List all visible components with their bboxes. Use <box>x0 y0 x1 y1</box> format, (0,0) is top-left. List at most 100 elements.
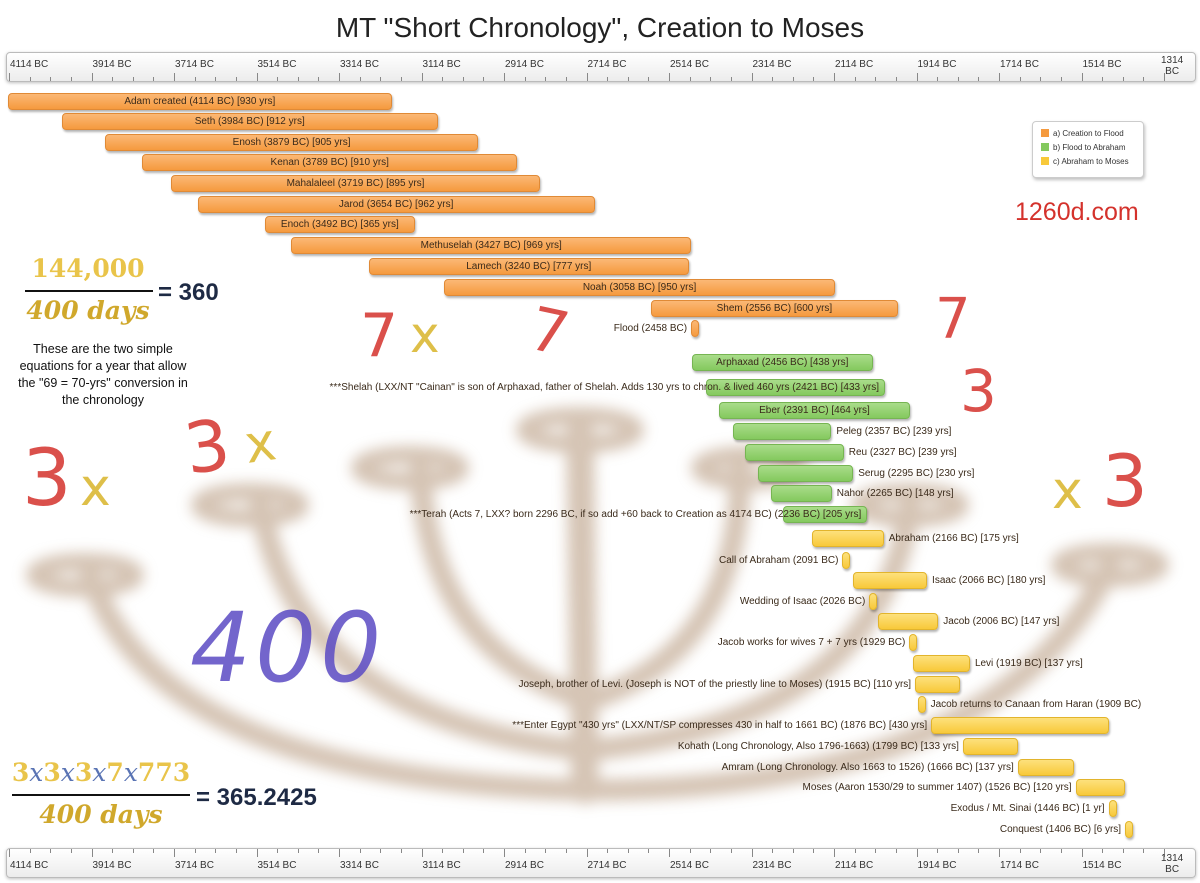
axis-tick <box>483 77 485 81</box>
axis-tick <box>29 77 31 81</box>
axis-tick <box>9 849 10 857</box>
legend-label: a) Creation to Flood <box>1053 129 1124 138</box>
gantt-bar-label: Enoch (3492 BC) [365 yrs] <box>280 219 399 230</box>
gantt-bar <box>811 530 884 547</box>
handwritten-x: x <box>1052 461 1083 521</box>
axis-tick <box>339 849 340 857</box>
axis-tick <box>978 849 980 853</box>
axis-tick <box>730 77 732 81</box>
numerator-digit: 7 <box>106 758 124 787</box>
axis-tick <box>772 849 774 853</box>
gantt-bar <box>170 175 541 192</box>
axis-tick <box>565 77 567 81</box>
axis-tick <box>813 77 815 81</box>
gantt-bar-label: Jarod (3654 BC) [962 yrs] <box>338 199 454 210</box>
times-symbol: x <box>60 758 75 787</box>
axis-tick <box>91 849 93 857</box>
gantt-bar <box>782 506 868 523</box>
axis-tick <box>359 77 361 81</box>
axis-tick-label: 1714 BC <box>1000 860 1039 871</box>
equation-note: These are the two simple equations for a… <box>18 342 188 407</box>
gantt-bar <box>732 423 832 440</box>
gantt-bar <box>915 676 961 693</box>
axis-tick-label: 3514 BC <box>257 59 297 70</box>
axis-tick <box>153 77 155 81</box>
axis-tick <box>999 73 1000 81</box>
gantt-bar <box>745 444 844 461</box>
numerator-digit: 3 <box>74 758 93 787</box>
time-axis-top: 4114 BC 3914 BC 3714 BC 3514 BC 3314 BC 3114 … <box>6 52 1196 82</box>
axis-tick <box>710 849 712 853</box>
axis-tick <box>1102 849 1104 853</box>
gantt-bar-label: Shem (2556 BC) [600 yrs] <box>716 303 833 314</box>
axis-tick-label: 1514 BC <box>1082 59 1122 70</box>
numerator-digit: 3 <box>11 758 30 787</box>
equation2-numerator: 3x3x3x7x773 <box>8 758 194 787</box>
axis-tick <box>834 73 835 81</box>
gantt-bar <box>842 552 851 569</box>
axis-tick <box>545 849 547 853</box>
axis-tick <box>359 849 361 853</box>
axis-tick-label: 2314 BC <box>752 860 792 871</box>
axis-tick <box>648 77 650 81</box>
gantt-bar-label: Nahor (2265 BC) [148 yrs] <box>836 488 954 499</box>
gantt-bar-label: Flood (2458 BC) <box>613 323 688 334</box>
axis-tick <box>1081 849 1083 857</box>
axis-tick <box>1040 849 1042 853</box>
axis-tick-label: 1914 BC <box>917 59 957 70</box>
gantt-bar-label: ***Shelah (LXX/NT "Cainan" is son of Arp… <box>329 382 879 393</box>
numerator-digit: 7 <box>155 758 173 787</box>
axis-tick <box>50 77 52 81</box>
gantt-bar <box>142 154 518 171</box>
axis-tick <box>50 849 52 853</box>
gantt-bar-label: Methuselah (3427 BC) [969 yrs] <box>420 240 562 251</box>
equation2-result: = 365.2425 <box>196 784 317 811</box>
gantt-bar-label: Adam created (4114 BC) [930 yrs] <box>124 96 276 107</box>
legend-label: c) Abraham to Moses <box>1053 157 1129 166</box>
axis-tick <box>586 73 588 81</box>
gantt-bar <box>869 593 878 610</box>
axis-tick <box>215 77 217 81</box>
time-axis-bottom: 4114 BC 3914 BC 3714 BC 3514 BC 3314 BC 3114 … <box>6 848 1196 878</box>
axis-tick <box>91 73 93 81</box>
axis-tick-label: 3114 BC <box>422 860 461 871</box>
equation1-numerator: 144,000 <box>31 254 145 283</box>
axis-tick-label: 2514 BC <box>670 860 709 871</box>
gantt-bar <box>1125 821 1134 838</box>
axis-tick <box>627 849 629 853</box>
gantt-bar <box>264 216 416 233</box>
gantt-bar <box>909 634 918 651</box>
axis-tick <box>1164 73 1165 81</box>
axis-tick <box>442 849 444 853</box>
axis-tick <box>400 77 402 81</box>
axis-tick <box>792 849 794 853</box>
handwritten-x: x <box>410 306 440 364</box>
axis-tick <box>1143 849 1145 853</box>
axis-tick <box>565 849 567 853</box>
axis-tick <box>751 73 753 81</box>
axis-tick <box>9 73 10 81</box>
legend-label: b) Flood to Abraham <box>1053 143 1126 152</box>
axis-tick <box>772 77 774 81</box>
axis-tick <box>70 77 72 81</box>
axis-tick-label: 1914 BC <box>917 860 957 871</box>
axis-tick <box>462 849 464 853</box>
gantt-bar-label: Peleg (2357 BC) [239 yrs] <box>836 426 952 437</box>
gantt-bar <box>691 320 700 337</box>
axis-tick <box>689 849 691 853</box>
numerator-digit: 7 <box>137 758 156 787</box>
axis-tick <box>421 73 423 81</box>
fraction-line <box>12 794 190 796</box>
axis-tick-label: 2714 BC <box>587 59 627 70</box>
axis-tick <box>751 849 753 857</box>
gantt-bar-label: Moses (Aaron 1530/29 to summer 1407) (15… <box>802 782 1072 793</box>
axis-tick <box>916 849 918 857</box>
axis-tick <box>132 77 134 81</box>
legend-swatch <box>1041 157 1049 165</box>
gantt-bar <box>61 113 438 130</box>
axis-tick-label: 1314 BC <box>1161 55 1184 77</box>
chart-title: MT "Short Chronology", Creation to Moses <box>335 12 865 43</box>
axis-tick-label: 4114 BC <box>10 860 49 871</box>
gantt-bar <box>931 717 1109 734</box>
gantt-bar <box>917 696 926 713</box>
